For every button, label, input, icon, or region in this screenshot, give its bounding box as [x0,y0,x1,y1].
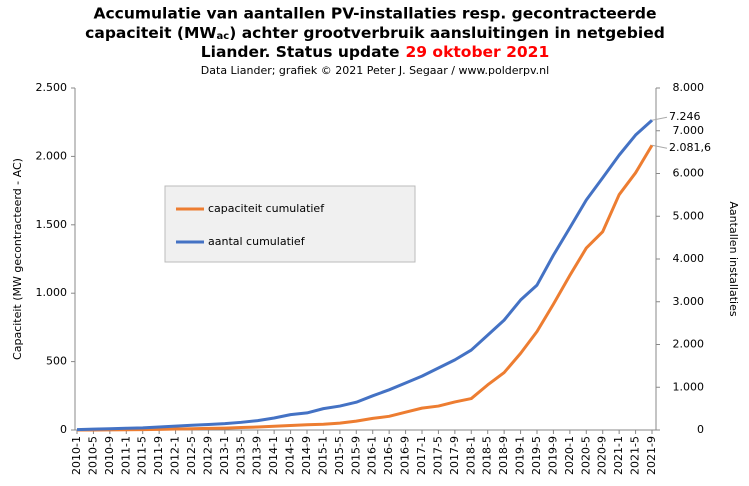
x-tick-label: 2019-9 [546,436,559,475]
y2-tick-label: 4.000 [673,252,705,265]
x-tick-label: 2010-1 [70,436,83,475]
y2-tick-label: 5.000 [673,209,705,222]
series-line [77,144,654,432]
label-leader [651,144,668,149]
x-tick-label: 2010-9 [103,436,116,475]
x-tick-label: 2018-9 [497,436,510,475]
y-axis-label: Capaciteit (MW gecontracteerd - AC) [11,158,24,360]
x-tick-label: 2021-5 [629,436,642,475]
x-tick-label: 2014-9 [300,436,313,475]
x-tick-label: 2012-5 [185,436,198,475]
subtitle: Data Liander; grafiek © 2021 Peter J. Se… [201,64,549,77]
x-tick-label: 2012-1 [169,436,182,475]
y2-tick-label: 3.000 [673,295,705,308]
chart-title: Liander. Status update 29 oktober 2021 [201,43,550,61]
title-part: Liander. Status update [201,43,400,61]
series-line [76,119,654,432]
y2-tick-label: 1.000 [673,380,705,393]
x-tick-label: 2011-9 [152,436,165,475]
y2-tick-label: 8.000 [673,81,705,94]
x-tick-label: 2021-1 [612,436,625,475]
chart-title: capaciteit (MWac) achter grootverbruik a… [85,24,665,43]
y-tick-label: 1.500 [36,218,68,231]
x-tick-label: 2015-9 [349,436,362,475]
y-tick-label: 2.000 [36,149,68,162]
x-tick-label: 2012-9 [201,436,214,475]
title-part: ) achter grootverbruik aansluitingen in … [229,24,665,42]
x-tick-label: 2016-1 [366,436,379,475]
x-tick-label: 2020-1 [563,436,576,475]
x-tick-label: 2017-9 [448,436,461,475]
y2-tick-label: 0 [697,423,704,436]
x-tick-label: 2013-5 [234,436,247,475]
x-tick-label: 2016-9 [399,436,412,475]
y2-tick-label: 2.000 [673,338,705,351]
x-tick-label: 2015-5 [333,436,346,475]
y2-tick-label: 6.000 [673,167,705,180]
data-label: 7.246 [669,110,701,123]
title-sub: ac [217,31,230,42]
x-tick-label: 2014-5 [284,436,297,475]
x-tick-label: 2020-5 [579,436,592,475]
x-tick-label: 2013-9 [251,436,264,475]
legend: capaciteit cumulatief aantal cumulatief [164,185,416,263]
y2-axis-label: Aantallen installaties [727,201,740,316]
data-label: 2.081,6 [669,141,711,154]
y-tick-label: 500 [46,355,67,368]
x-tick-label: 2019-1 [514,436,527,475]
legend-label: capaciteit cumulatief [208,202,325,215]
x-tick-label: 2020-9 [596,436,609,475]
x-tick-label: 2011-1 [119,436,132,475]
title-part: capaciteit (MW [85,24,216,42]
x-tick-label: 2021-9 [645,436,658,475]
y-tick-label: 2.500 [36,81,68,94]
x-tick-label: 2019-5 [530,436,543,475]
y2-tick-label: 7.000 [673,124,705,137]
x-tick-label: 2016-5 [382,436,395,475]
label-leader [651,116,668,121]
chart-title: Accumulatie van aantallen PV-installatie… [93,5,656,23]
y-tick-label: 0 [60,423,67,436]
legend-box [164,185,416,263]
x-tick-label: 2014-1 [267,436,280,475]
x-tick-label: 2017-1 [415,436,428,475]
x-tick-label: 2017-5 [431,436,444,475]
x-tick-label: 2011-5 [136,436,149,475]
y-tick-label: 1.000 [36,286,68,299]
x-tick-label: 2015-1 [316,436,329,475]
x-tick-label: 2010-5 [86,436,99,475]
x-tick-label: 2013-1 [218,436,231,475]
legend-label: aantal cumulatief [208,235,306,248]
x-tick-label: 2018-5 [481,436,494,475]
title-date: 29 oktober 2021 [405,43,549,61]
x-tick-label: 2018-1 [464,436,477,475]
